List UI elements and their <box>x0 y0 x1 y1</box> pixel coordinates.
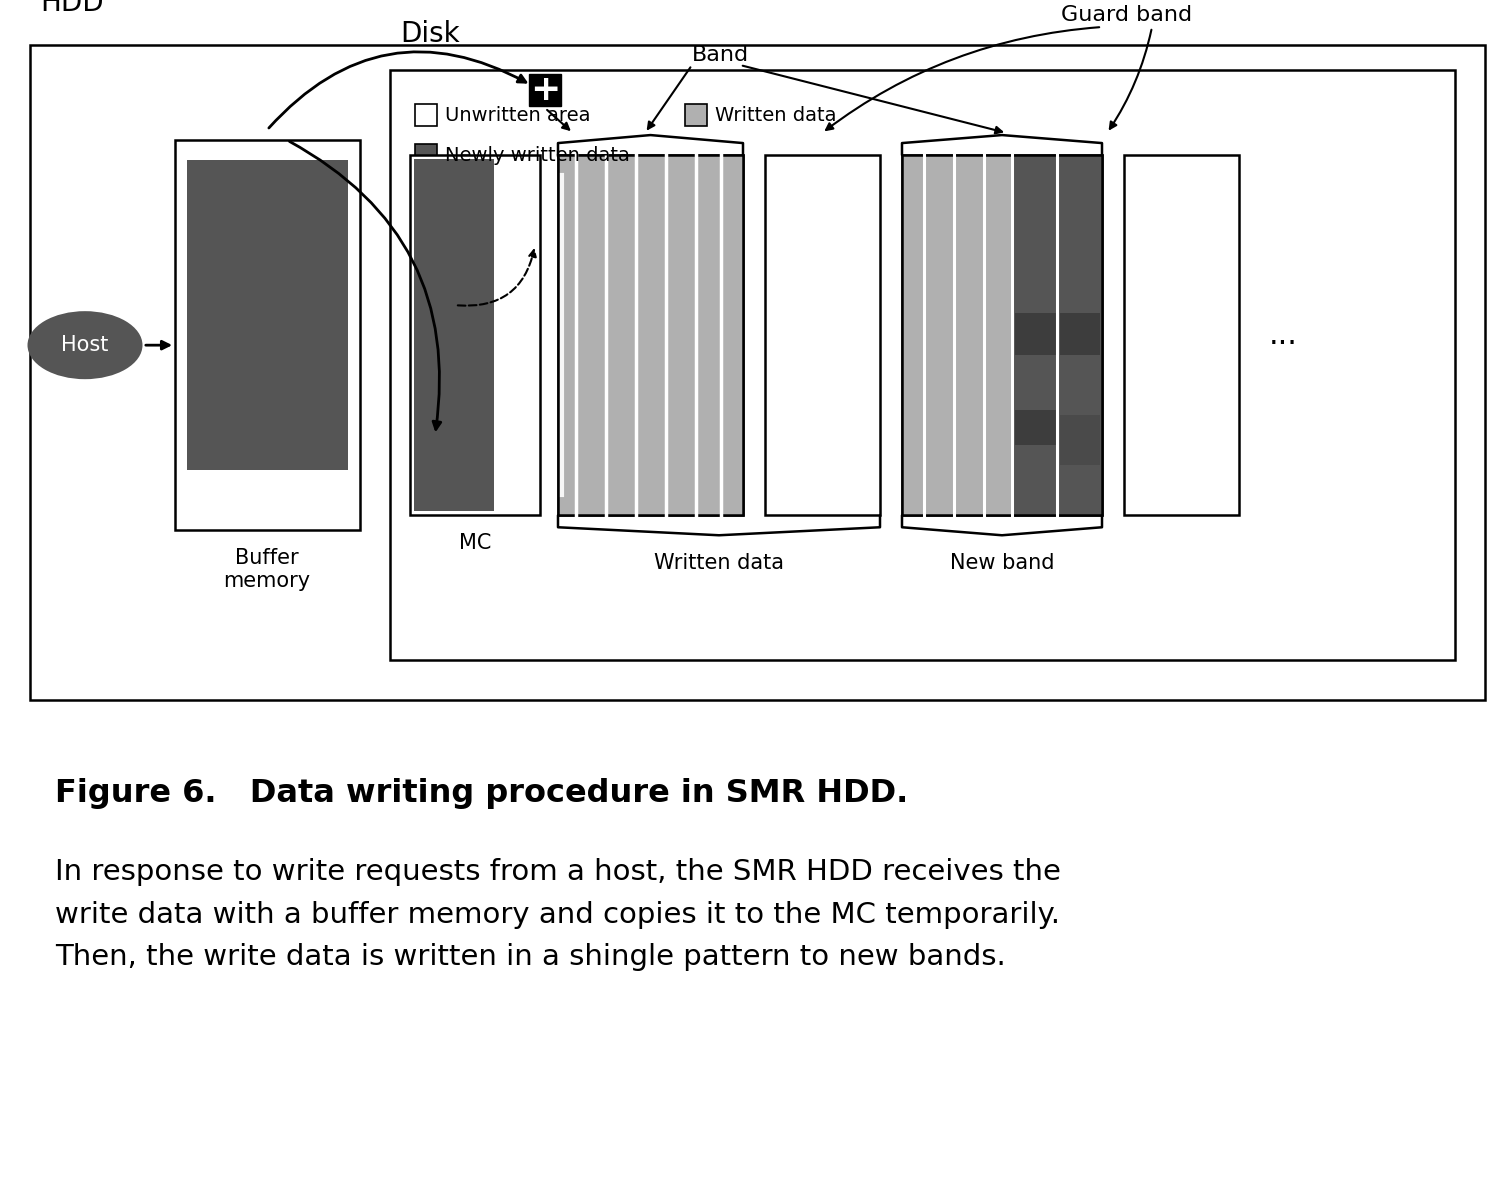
Text: Figure 6.   Data writing procedure in SMR HDD.: Figure 6. Data writing procedure in SMR … <box>54 779 908 809</box>
Text: Band: Band <box>692 45 748 65</box>
Bar <box>187 160 348 470</box>
Text: Host: Host <box>62 336 109 356</box>
Bar <box>1015 410 1058 445</box>
Text: In response to write requests from a host, the SMR HDD receives the
write data w: In response to write requests from a hos… <box>54 859 1061 971</box>
Text: Newly written data: Newly written data <box>446 146 630 165</box>
Bar <box>414 159 494 511</box>
Bar <box>1012 155 1058 515</box>
Bar <box>416 144 437 166</box>
Bar <box>902 155 925 515</box>
Bar <box>558 155 576 515</box>
Text: Written data: Written data <box>654 554 784 574</box>
Ellipse shape <box>27 311 142 379</box>
Bar <box>697 155 721 515</box>
Text: Disk: Disk <box>400 20 459 48</box>
Text: MC: MC <box>459 534 491 554</box>
Bar <box>765 155 879 515</box>
Bar <box>175 140 360 530</box>
Bar <box>390 70 1455 661</box>
Bar <box>984 155 1012 515</box>
FancyBboxPatch shape <box>529 74 561 106</box>
Bar <box>953 155 984 515</box>
Text: Unwritten area: Unwritten area <box>446 106 591 125</box>
Bar <box>925 155 953 515</box>
Bar <box>1015 313 1058 356</box>
Bar <box>1061 313 1100 356</box>
Bar <box>684 104 707 126</box>
Bar <box>1061 415 1100 465</box>
Bar <box>636 155 666 515</box>
Text: +: + <box>530 73 561 107</box>
Bar <box>30 45 1485 701</box>
Bar <box>902 155 1102 515</box>
Text: HDD: HDD <box>39 0 104 16</box>
Bar <box>416 104 437 126</box>
Bar <box>902 155 1102 515</box>
Bar <box>666 155 697 515</box>
Bar <box>721 155 743 515</box>
Bar <box>606 155 636 515</box>
Text: Written data: Written data <box>715 106 837 125</box>
Text: Buffer
memory: Buffer memory <box>224 548 311 591</box>
Text: ...: ... <box>1269 320 1298 350</box>
Bar <box>558 155 743 515</box>
Text: New band: New band <box>950 554 1055 574</box>
Text: Guard band: Guard band <box>1061 5 1192 25</box>
Bar <box>558 155 743 515</box>
Bar <box>576 155 606 515</box>
Bar <box>1124 155 1239 515</box>
Bar <box>409 155 539 515</box>
Bar <box>1058 155 1102 515</box>
